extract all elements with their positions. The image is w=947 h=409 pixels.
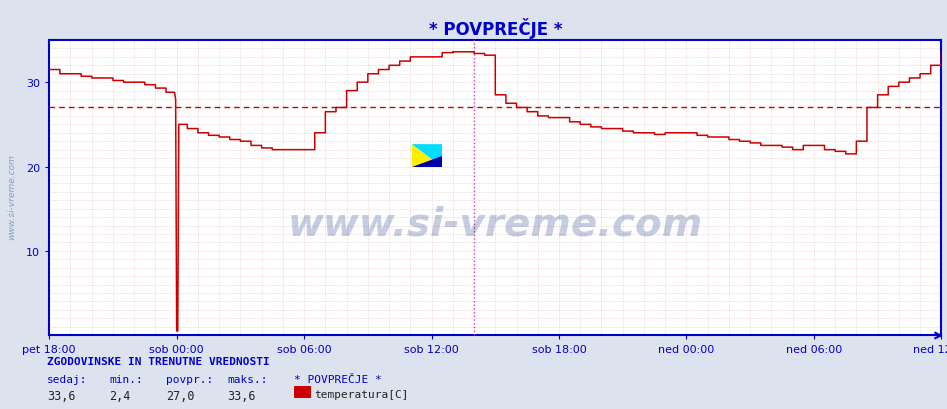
Polygon shape bbox=[412, 145, 442, 168]
Polygon shape bbox=[412, 145, 442, 168]
Text: * POVPREČJE *: * POVPREČJE * bbox=[294, 374, 382, 384]
Text: sedaj:: sedaj: bbox=[47, 374, 88, 384]
Text: 33,6: 33,6 bbox=[47, 389, 76, 402]
Text: 33,6: 33,6 bbox=[227, 389, 256, 402]
Text: maks.:: maks.: bbox=[227, 374, 268, 384]
Text: www.si-vreme.com: www.si-vreme.com bbox=[7, 153, 16, 239]
Text: min.:: min.: bbox=[109, 374, 143, 384]
Text: 27,0: 27,0 bbox=[166, 389, 194, 402]
Text: www.si-vreme.com: www.si-vreme.com bbox=[288, 204, 703, 243]
Text: temperatura[C]: temperatura[C] bbox=[314, 389, 409, 399]
Title: * POVPREČJE *: * POVPREČJE * bbox=[429, 18, 562, 39]
Text: 2,4: 2,4 bbox=[109, 389, 131, 402]
Text: povpr.:: povpr.: bbox=[166, 374, 213, 384]
Polygon shape bbox=[412, 156, 442, 168]
Text: ZGODOVINSKE IN TRENUTNE VREDNOSTI: ZGODOVINSKE IN TRENUTNE VREDNOSTI bbox=[47, 356, 270, 366]
